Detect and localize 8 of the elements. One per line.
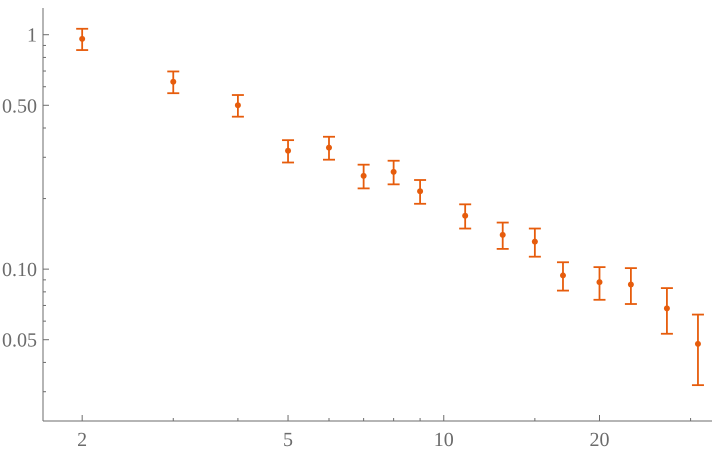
y-tick-label: 0.05 [2,330,37,352]
x-tick-label: 2 [77,429,88,451]
y-tick-label: 0.10 [2,259,37,282]
x-tick-label: 10 [434,429,454,451]
x-tick-label: 20 [589,429,610,451]
x-tick-label: 5 [283,429,294,451]
y-tick-label: 0.50 [2,95,37,118]
y-tick-label: 1 [27,24,37,47]
